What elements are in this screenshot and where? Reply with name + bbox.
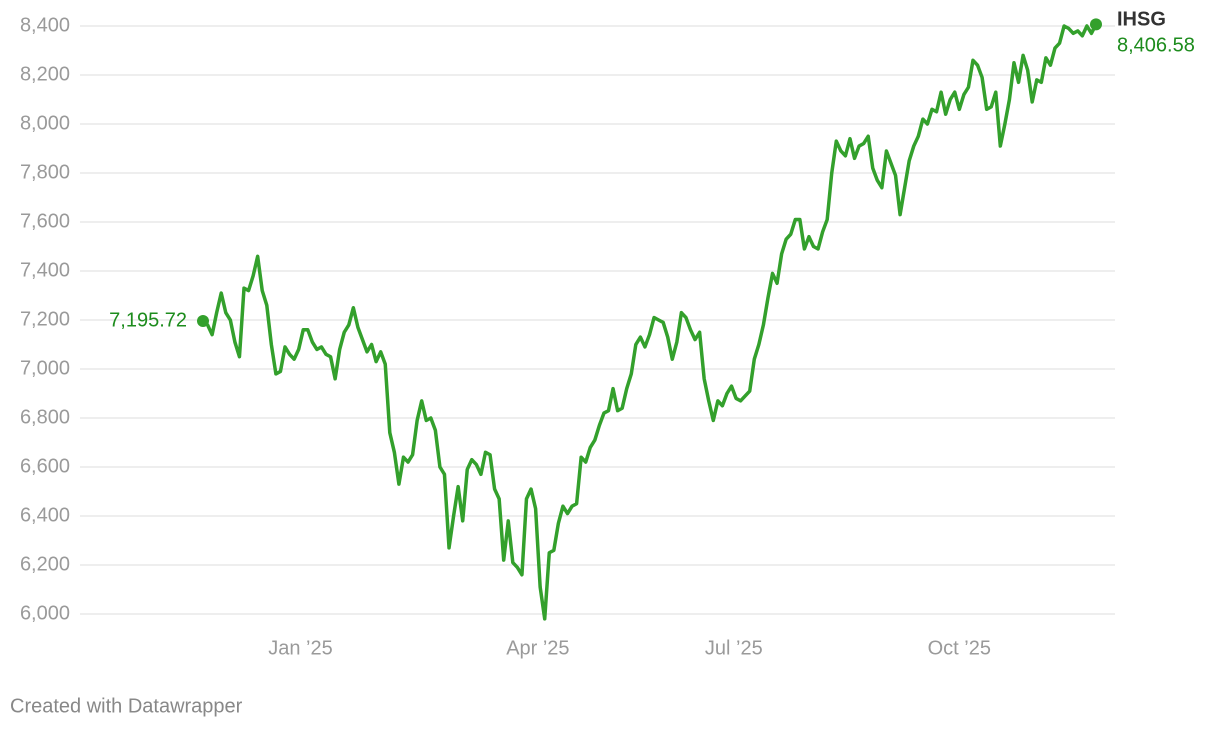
series-name: IHSG [1117,8,1166,30]
end-dot [1090,18,1102,31]
y-tick-label: 7,400 [20,259,70,281]
y-tick-label: 7,200 [20,308,70,330]
value-label: 8,406.58 [1117,34,1195,56]
y-tick-label: 7,600 [20,210,70,232]
y-tick-label: 6,000 [20,602,70,624]
x-tick-label: Apr ’25 [506,637,569,659]
value-label: 7,195.72 [109,309,187,331]
source-note: Created with Datawrapper [10,695,243,717]
x-tick-label: Jan ’25 [268,637,333,659]
y-tick-label: 7,800 [20,161,70,183]
y-tick-label: 6,400 [20,504,70,526]
y-tick-label: 8,400 [20,14,70,36]
y-tick-label: 8,000 [20,112,70,134]
y-tick-label: 6,200 [20,553,70,575]
y-tick-label: 7,000 [20,357,70,379]
y-tick-label: 6,800 [20,406,70,428]
y-tick-label: 8,200 [20,63,70,85]
x-tick-label: Jul ’25 [705,637,763,659]
end-dot [197,315,209,328]
line [201,22,1098,621]
x-tick-label: Oct ’25 [928,637,991,659]
y-tick-label: 6,600 [20,455,70,477]
